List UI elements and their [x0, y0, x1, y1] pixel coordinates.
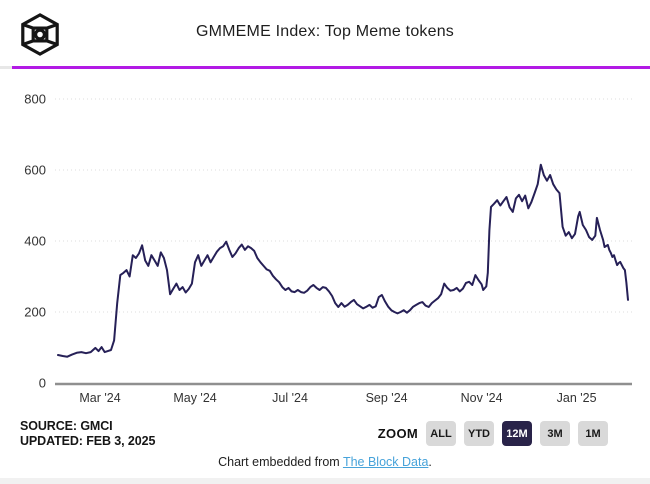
- zoom-button-1m[interactable]: 1M: [578, 421, 608, 446]
- x-tick-label: Nov '24: [461, 391, 503, 405]
- zoom-label: ZOOM: [377, 426, 418, 441]
- bottom-strip: [0, 478, 650, 484]
- progress-bar-fill: [12, 66, 650, 69]
- page-title: GMMEME Index: Top Meme tokens: [195, 23, 455, 40]
- progress-bar: [0, 66, 650, 69]
- caption: Chart embedded from The Block Data.: [0, 455, 650, 469]
- x-tick-label: Jan '25: [557, 391, 597, 405]
- y-tick-label: 800: [24, 92, 46, 107]
- zoom-button-12m[interactable]: 12M: [502, 421, 532, 446]
- y-tick-label: 400: [24, 234, 46, 249]
- x-tick-label: Jul '24: [272, 391, 308, 405]
- caption-text: Chart embedded from: [218, 455, 343, 469]
- the-block-data-link[interactable]: The Block Data: [342, 455, 429, 469]
- zoom-button-3m[interactable]: 3M: [540, 421, 570, 446]
- x-tick-label: Mar '24: [79, 391, 120, 405]
- x-tick-label: May '24: [173, 391, 216, 405]
- y-tick-label: 600: [24, 163, 46, 178]
- zoom-controls: ZOOM ALL YTD 12M 3M 1M: [378, 421, 608, 446]
- the-block-logo-icon[interactable]: [20, 11, 60, 58]
- zoom-button-all[interactable]: ALL: [426, 421, 456, 446]
- zoom-button-ytd[interactable]: YTD: [464, 421, 494, 446]
- zoom-buttons: ALL YTD 12M 3M 1M: [418, 421, 608, 446]
- caption-period: .: [428, 455, 432, 469]
- source-line-1: SOURCE: GMCI: [20, 419, 113, 433]
- y-tick-label: 0: [39, 376, 46, 391]
- x-tick-label: Sep '24: [366, 391, 408, 405]
- source-line-2: UPDATED: FEB 3, 2025: [20, 434, 156, 448]
- price-line[interactable]: [57, 163, 629, 358]
- source-attribution: SOURCE: GMCI UPDATED: FEB 3, 2025: [20, 419, 155, 449]
- y-tick-label: 200: [24, 305, 46, 320]
